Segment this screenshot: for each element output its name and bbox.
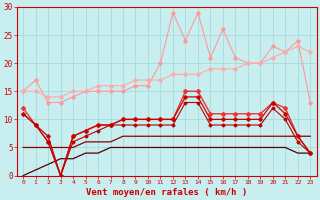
X-axis label: Vent moyen/en rafales ( km/h ): Vent moyen/en rafales ( km/h )	[86, 188, 247, 197]
